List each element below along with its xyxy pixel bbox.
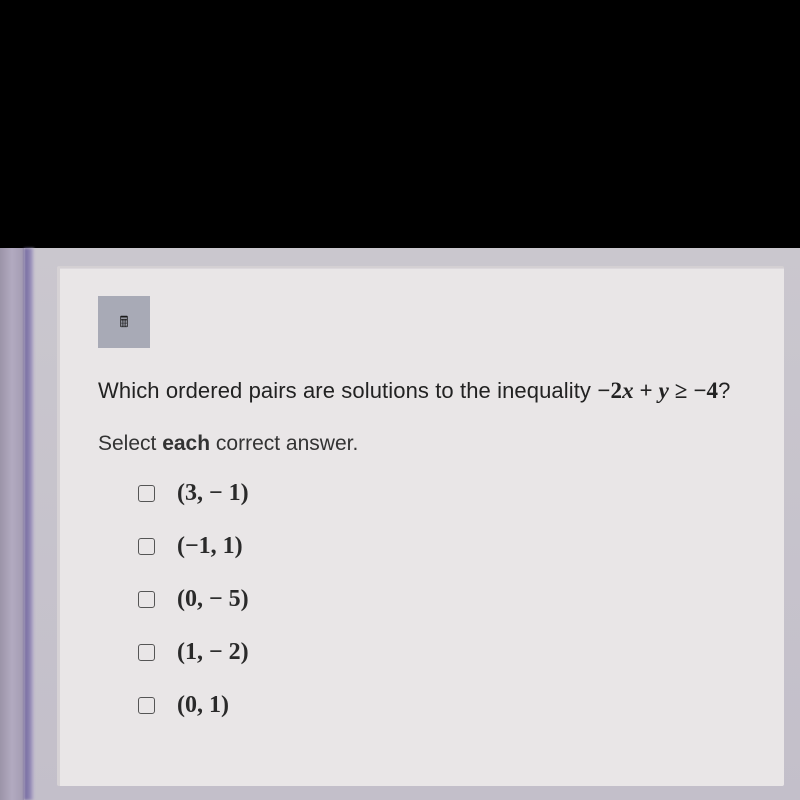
ineq-var-x: x [622, 378, 634, 403]
ineq-rhs: −4 [693, 378, 718, 403]
option-row[interactable]: (0, − 5) [138, 586, 750, 613]
checkbox-icon[interactable] [138, 644, 155, 661]
option-label: (1, − 2) [177, 639, 249, 666]
option-label: (−1, 1) [177, 533, 243, 560]
question-text: Which ordered pairs are solutions to the… [98, 378, 750, 404]
option-row[interactable]: (0, 1) [138, 692, 750, 719]
checkbox-icon[interactable] [138, 697, 155, 714]
question-suffix: ? [718, 378, 730, 403]
screen-region: 🖩 Which ordered pairs are solutions to t… [0, 248, 800, 800]
checkbox-icon[interactable] [138, 485, 155, 502]
calculator-button[interactable]: 🖩 [98, 296, 150, 348]
option-label: (0, − 5) [177, 586, 249, 613]
instruction-emph: each [162, 432, 210, 455]
option-row[interactable]: (−1, 1) [138, 533, 750, 560]
option-label: (0, 1) [177, 692, 229, 719]
checkbox-icon[interactable] [138, 538, 155, 555]
question-panel: 🖩 Which ordered pairs are solutions to t… [58, 266, 784, 786]
window-left-accent [24, 248, 34, 800]
ineq-geq: ≥ [669, 378, 693, 403]
instruction-pre: Select [98, 432, 162, 455]
question-prefix: Which ordered pairs are solutions to the… [98, 378, 597, 403]
instruction-post: correct answer. [210, 432, 358, 455]
option-label: (3, − 1) [177, 480, 249, 507]
window-left-rail [0, 248, 24, 800]
ineq-var-y: y [659, 378, 669, 403]
option-row[interactable]: (1, − 2) [138, 639, 750, 666]
options-list: (3, − 1) (−1, 1) (0, − 5) (1, − 2) (0, 1… [98, 480, 750, 719]
checkbox-icon[interactable] [138, 591, 155, 608]
ineq-coef: −2 [597, 378, 622, 403]
option-row[interactable]: (3, − 1) [138, 480, 750, 507]
calculator-icon: 🖩 [119, 315, 128, 330]
ineq-plus: + [634, 378, 659, 403]
instruction-text: Select each correct answer. [98, 432, 750, 456]
